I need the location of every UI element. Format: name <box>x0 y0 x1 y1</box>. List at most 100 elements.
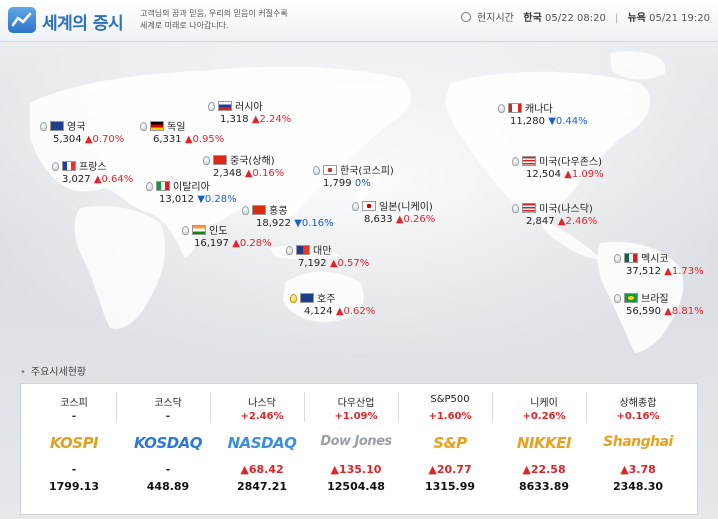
market-name: 독일 <box>167 122 186 133</box>
market-change: ▼0.44% <box>548 116 588 127</box>
marker-uk[interactable]: 영국 5,304 ▲0.70% <box>40 121 124 146</box>
market-value: 7,192 <box>298 258 327 269</box>
indicator-bulb-icon <box>614 254 621 263</box>
index-column-kosdaq[interactable]: 코스닥 - KOSDAQ - 448.89 <box>125 384 211 514</box>
italy-flag-icon <box>156 181 170 191</box>
marker-japan[interactable]: 일본(니케이) 8,633 ▲0.26% <box>352 201 435 226</box>
index-change-pct: +2.46% <box>240 411 284 422</box>
index-column-nikkei[interactable]: 니케이 +0.26% NIKKEI ▲22.58 8633.89 <box>501 384 587 514</box>
marker-china[interactable]: 중국(상해) 2,348 ▲0.16% <box>203 155 284 180</box>
marker-canada[interactable]: 캐나다 11,280 ▼0.44% <box>498 103 588 128</box>
index-change-pct: - <box>71 411 77 422</box>
marker-hongkong[interactable]: 홍콩 18,922 ▼0.16% <box>242 205 334 230</box>
index-value: 448.89 <box>146 480 190 493</box>
marker-brazil[interactable]: 브라질 56,590 ▲8.81% <box>614 293 704 318</box>
market-value: 1,799 <box>323 178 352 189</box>
index-value: 12504.48 <box>327 480 385 493</box>
indicator-bulb-icon <box>352 202 359 211</box>
market-name: 미국(나스닥) <box>539 204 593 215</box>
column-divider <box>116 392 117 422</box>
slogan: 고객님의 꿈과 믿음, 우리의 믿음이 커질수록 세계로 미래로 나아갑니다. <box>140 8 288 32</box>
kosdaq-logo: KOSDAQ <box>133 434 203 452</box>
index-change-pct: +0.26% <box>522 411 566 422</box>
column-divider <box>398 392 399 422</box>
index-summary-table: 코스피 - KOSPI - 1799.13 코스닥 - KOSDAQ - 448… <box>20 383 698 515</box>
market-value: 6,331 <box>153 134 182 145</box>
nasdaq-logo: NASDAQ <box>227 434 297 452</box>
market-change: ▲1.09% <box>564 169 604 180</box>
indicator-bulb-icon <box>498 104 505 113</box>
slogan-line-2: 세계로 미래로 나아갑니다. <box>140 21 229 30</box>
index-column-sp500[interactable]: S&P500 +1.60% S&P ▲20.77 1315.99 <box>407 384 493 514</box>
canada-flag-icon <box>508 103 522 113</box>
korea-label: 한국 <box>523 13 542 24</box>
germany-flag-icon <box>150 121 164 131</box>
index-column-kospi[interactable]: 코스피 - KOSPI - 1799.13 <box>31 384 117 514</box>
header-bar: 세계의 증시 고객님의 꿈과 믿음, 우리의 믿음이 커질수록 세계로 미래로 … <box>0 0 718 42</box>
marker-us-dow[interactable]: 미국(다우존스) 12,504 ▲1.09% <box>512 156 604 181</box>
local-time-display: 현지시간 한국 05/22 08:20 | 뉴욕 05/21 19:20 <box>460 9 710 24</box>
marker-us-nasdaq[interactable]: 미국(나스닥) 2,847 ▲2.46% <box>512 203 597 228</box>
market-change: ▲0.16% <box>244 168 285 179</box>
marker-germany[interactable]: 독일 6,331 ▲0.95% <box>140 121 224 146</box>
index-change-pct: +1.09% <box>334 411 378 422</box>
marker-france[interactable]: 프랑스 3,027 ▲0.64% <box>52 161 133 186</box>
index-value: 2847.21 <box>236 480 288 493</box>
chart-trend-icon <box>8 7 36 33</box>
market-change: ▲0.64% <box>93 174 134 185</box>
index-change-pct: +1.60% <box>428 411 472 422</box>
indicator-bulb-icon <box>313 166 320 175</box>
uk-flag-icon <box>50 121 64 131</box>
korea-time: 05/22 08:20 <box>545 13 606 24</box>
market-value: 2,348 <box>213 168 242 179</box>
usa-flag-icon <box>522 156 536 166</box>
market-value: 8,633 <box>364 214 393 225</box>
indicator-bulb-icon <box>512 157 519 166</box>
market-value: 12,504 <box>526 169 561 180</box>
summary-section: 주요시세현황 코스피 - KOSPI - 1799.13 코스닥 - KOSDA… <box>0 355 718 519</box>
marker-korea[interactable]: 한국(코스피) 1,799 0% <box>313 165 394 190</box>
indicator-bulb-icon <box>208 102 215 111</box>
index-change-pct: - <box>165 411 171 422</box>
market-value: 37,512 <box>626 266 661 277</box>
marker-mexico[interactable]: 멕시코 37,512 ▲1.73% <box>614 253 704 278</box>
indicator-bulb-icon <box>203 156 210 165</box>
index-change-points: ▲3.78 <box>620 463 656 476</box>
marker-india[interactable]: 인도 16,197 ▲0.28% <box>182 225 272 250</box>
market-change: ▲8.81% <box>664 306 704 317</box>
local-time-label: 현지시간 <box>477 13 514 24</box>
marker-italy[interactable]: 이탈리아 13,012 ▼0.28% <box>146 181 237 206</box>
index-column-dow[interactable]: 다우산업 +1.09% Dow Jones ▲135.10 12504.48 <box>313 384 399 514</box>
market-value: 5,304 <box>53 134 82 145</box>
dowjones-logo: Dow Jones <box>320 434 392 449</box>
nikkei-logo: NIKKEI <box>516 434 572 452</box>
marker-russia[interactable]: 러시아 1,318 ▲2.24% <box>208 101 291 126</box>
index-column-shanghai[interactable]: 상해종합 +0.16% Shanghai ▲3.78 2348.30 <box>595 384 681 514</box>
marker-taiwan[interactable]: 대만 7,192 ▲0.57% <box>286 245 369 270</box>
market-change: ▲0.70% <box>84 134 125 145</box>
index-name: 다우산업 <box>337 398 375 409</box>
market-change: ▲2.46% <box>557 216 598 227</box>
india-flag-icon <box>192 225 206 235</box>
indicator-bulb-icon <box>52 162 59 171</box>
market-change: ▼0.28% <box>197 194 237 205</box>
market-name: 브라질 <box>641 294 669 305</box>
japan-flag-icon <box>362 201 376 211</box>
index-column-nasdaq[interactable]: 나스닥 +2.46% NASDAQ ▲68.42 2847.21 <box>219 384 305 514</box>
column-divider <box>492 392 493 422</box>
index-name: 상해종합 <box>619 398 657 409</box>
index-name: 니케이 <box>530 398 558 409</box>
usa-flag-icon <box>522 203 536 213</box>
australia-flag-icon <box>300 293 314 303</box>
newyork-label: 뉴욕 <box>627 13 646 24</box>
market-name: 중국(상해) <box>230 156 275 167</box>
market-name: 영국 <box>67 122 86 133</box>
market-change: ▲0.62% <box>335 306 376 317</box>
marker-australia[interactable]: 호주 4,124 ▲0.62% <box>290 293 375 318</box>
market-change: ▲0.57% <box>329 258 370 269</box>
market-change: ▼0.16% <box>294 218 334 229</box>
indicator-bulb-icon <box>40 122 47 131</box>
russia-flag-icon <box>218 101 232 111</box>
indicator-bulb-icon <box>140 122 147 131</box>
